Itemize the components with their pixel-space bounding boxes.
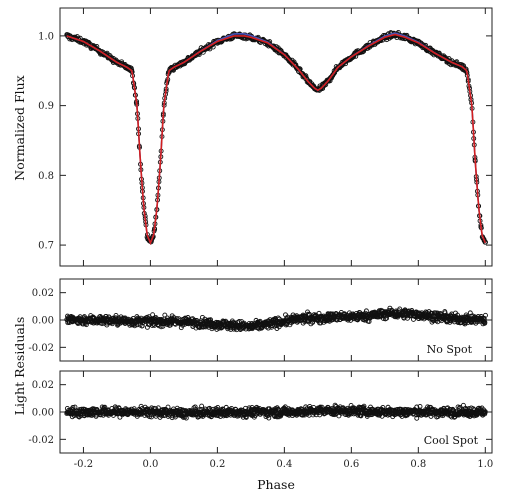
observation-point	[384, 37, 390, 43]
y-tick-label: -0.02	[28, 343, 54, 354]
residual-point	[165, 404, 171, 410]
residual-point	[155, 405, 161, 411]
residual-point	[208, 317, 214, 323]
residuals-no-spot-panel: -0.02 0.00 0.02 No Spot	[28, 278, 493, 362]
y-axis-label-flux: Normalized Flux	[12, 75, 27, 180]
residual-point	[482, 409, 488, 415]
residual-point	[139, 323, 145, 329]
residual-point	[363, 308, 369, 314]
residual-point	[70, 404, 76, 410]
residual-point	[113, 313, 119, 318]
residual-point	[483, 312, 488, 318]
x-axis-label-phase: Phase	[257, 477, 295, 492]
y-tick-label: 0.00	[32, 408, 54, 419]
observation-point	[483, 239, 488, 245]
x-tick-label: 0.6	[343, 459, 359, 470]
residual-point	[414, 404, 420, 410]
x-tick-label: 0.2	[209, 459, 225, 470]
residual-point	[192, 404, 198, 410]
y-tick-label: 0.8	[38, 171, 54, 182]
residual-point	[148, 414, 154, 420]
residual-point	[134, 322, 140, 328]
residual-point	[384, 315, 389, 321]
x-tick-label: -0.2	[74, 459, 93, 470]
annotation-cool-spot: Cool Spot	[424, 434, 479, 447]
y-tick-label: 0.02	[32, 380, 54, 391]
residual-point	[455, 404, 461, 410]
x-tick-label: 0.8	[410, 459, 426, 470]
residual-points-cool-spot	[64, 402, 488, 421]
residual-point	[150, 312, 156, 318]
red-model-curve	[66, 33, 487, 246]
residual-point	[482, 319, 488, 325]
residual-point	[338, 310, 344, 315]
residual-point	[361, 403, 367, 409]
y-tick-label: 0.02	[32, 288, 54, 299]
y-axis-label-residuals: Light Residuals	[12, 317, 27, 416]
x-tick-label: 0.4	[276, 459, 292, 470]
y-tick-label: -0.02	[28, 435, 54, 446]
observation-point	[210, 44, 216, 50]
residual-point	[215, 404, 221, 410]
x-tick-label: 1.0	[477, 459, 493, 470]
residual-points-no-spot	[64, 305, 488, 333]
residual-point	[266, 415, 272, 421]
light-curve-plot-frame	[59, 7, 493, 267]
residual-point	[332, 402, 338, 408]
x-tick-label: 0.0	[142, 459, 158, 470]
y-tick-label: 0.00	[32, 316, 54, 327]
y-tick-label: 1.0	[38, 31, 54, 42]
residual-point	[381, 316, 386, 321]
light-curve-panel: 0.7 0.8 0.9 1.0 Normalized Flux	[12, 7, 493, 267]
y-tick-label: 0.7	[38, 241, 54, 252]
annotation-no-spot: No Spot	[427, 343, 473, 356]
observed-points	[64, 29, 488, 245]
residual-point	[178, 325, 184, 331]
residuals-cool-spot-panel: -0.02 0.00 0.02 -0.2 0.0 0.2 0.4 0.6 0.8 1.0 Coo…	[28, 370, 493, 470]
residual-point	[417, 404, 423, 409]
y-tick-label: 0.9	[38, 101, 54, 112]
blue-model-curve	[66, 32, 487, 246]
residual-point	[199, 403, 205, 409]
residual-point	[160, 323, 166, 329]
residual-point	[414, 415, 420, 421]
